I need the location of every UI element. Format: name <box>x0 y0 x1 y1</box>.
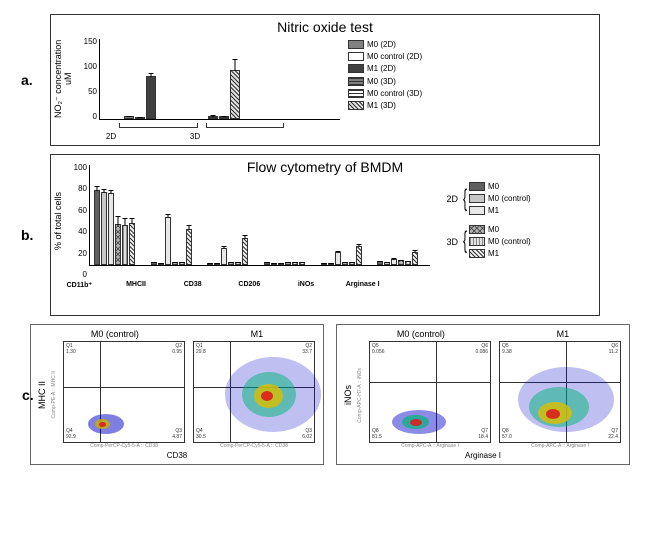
bar <box>235 262 241 265</box>
bar <box>151 262 157 265</box>
bar <box>230 70 240 119</box>
bar <box>228 262 234 265</box>
panel-b-plot <box>89 165 430 266</box>
legend-item: M0 control (2D) <box>348 51 595 62</box>
bar <box>172 262 178 265</box>
bar <box>208 116 218 119</box>
panel-b: b. Flow cytometry of BMDM % of total cel… <box>50 154 600 316</box>
scatter-plot: Q129.8Q233.7Q36.02Q430.5 <box>193 341 315 443</box>
legend-item: M0 (control) <box>469 193 531 204</box>
bar <box>391 259 397 265</box>
scatter-title: M1 <box>557 329 570 339</box>
bar <box>299 262 305 265</box>
bar <box>342 262 348 265</box>
bar <box>108 193 114 265</box>
bar <box>264 262 270 265</box>
bar <box>129 223 135 265</box>
scatter-plot: Q59.38Q611.2Q722.4Q857.0 <box>499 341 621 443</box>
panel-a: a. Nitric oxide test NO₂⁻ concentration … <box>50 14 600 146</box>
panel-b-label: b. <box>21 227 33 243</box>
bar <box>165 217 171 265</box>
panel-c-label: c. <box>22 387 34 403</box>
bar <box>214 263 220 265</box>
bar <box>221 248 227 265</box>
bar <box>135 117 145 119</box>
bar <box>271 263 277 265</box>
bar <box>398 260 404 265</box>
scatter-xlabel: CD38 <box>35 451 319 460</box>
bar <box>186 229 192 265</box>
scatter-plot: Q11.30Q20.95Q34.87Q492.9 <box>63 341 185 443</box>
bar <box>158 263 164 265</box>
panel-a-title: Nitric oxide test <box>51 15 599 35</box>
bar <box>292 262 298 265</box>
y-ticks: 100806040200 <box>65 161 89 281</box>
panel-b-legend: 2D{M0M0 (control)M13D{M0M0 (control)M1 <box>434 161 599 281</box>
bar <box>384 262 390 265</box>
bar <box>321 263 327 265</box>
scatter-ylabel: iNOs <box>341 385 355 405</box>
bar <box>285 262 291 265</box>
scatter-pair: M0 (control)M1iNOsComp-APC-H7-A :: iNOsQ… <box>336 324 630 465</box>
panel-a-xaxis: 2D3D <box>51 123 339 135</box>
legend-item: M0 <box>469 181 531 192</box>
legend-item: M1 <box>469 248 531 259</box>
scatter-xlabel: Arginase I <box>341 451 625 460</box>
bar <box>94 190 100 265</box>
legend-item: M1 (2D) <box>348 63 595 74</box>
scatter-title: M0 (control) <box>91 329 139 339</box>
scatter-title: M0 (control) <box>397 329 445 339</box>
panel-b-ylabel: % of total cells <box>51 192 65 250</box>
bar <box>219 116 229 119</box>
panel-b-xaxis: CD11b⁺MHCIICD38CD206iNOsArginase I <box>51 281 439 293</box>
legend-item: M0 (2D) <box>348 39 595 50</box>
scatter-title: M1 <box>251 329 264 339</box>
scatter-ylabel: MHC II <box>35 381 49 409</box>
bar <box>207 263 213 265</box>
panel-a-ylabel: NO₂⁻ concentration uM <box>51 35 75 123</box>
legend-item: M0 (control) <box>469 236 531 247</box>
bar <box>405 261 411 265</box>
panel-a-label: a. <box>21 72 33 88</box>
bar <box>101 192 107 265</box>
bar <box>278 263 284 265</box>
legend-item: M0 control (3D) <box>348 88 595 99</box>
scatter-pair: M0 (control)M1MHC IIComp-PE-A :: MHC IIQ… <box>30 324 324 465</box>
bar <box>115 224 121 265</box>
legend-item: M1 (3D) <box>348 100 595 111</box>
bar <box>242 238 248 265</box>
bar <box>328 263 334 265</box>
bar <box>146 76 156 119</box>
bar <box>124 116 134 119</box>
bar <box>356 246 362 265</box>
bar <box>179 262 185 265</box>
bar <box>377 261 383 265</box>
legend-item: M0 <box>469 224 531 235</box>
panel-c: c. M0 (control)M1MHC IIComp-PE-A :: MHC … <box>30 324 620 465</box>
legend-item: M0 (3D) <box>348 76 595 87</box>
bar <box>349 262 355 265</box>
bar <box>122 225 128 265</box>
y-ticks: 150100500 <box>75 35 99 123</box>
panel-a-plot <box>99 39 340 120</box>
bar <box>335 252 341 265</box>
bar <box>412 252 418 265</box>
legend-item: M1 <box>469 205 531 216</box>
scatter-plot: Q50.056Q60.086Q718.4Q881.5 <box>369 341 491 443</box>
panel-a-legend: M0 (2D)M0 control (2D)M1 (2D) M0 (3D)M0 c… <box>344 35 599 123</box>
